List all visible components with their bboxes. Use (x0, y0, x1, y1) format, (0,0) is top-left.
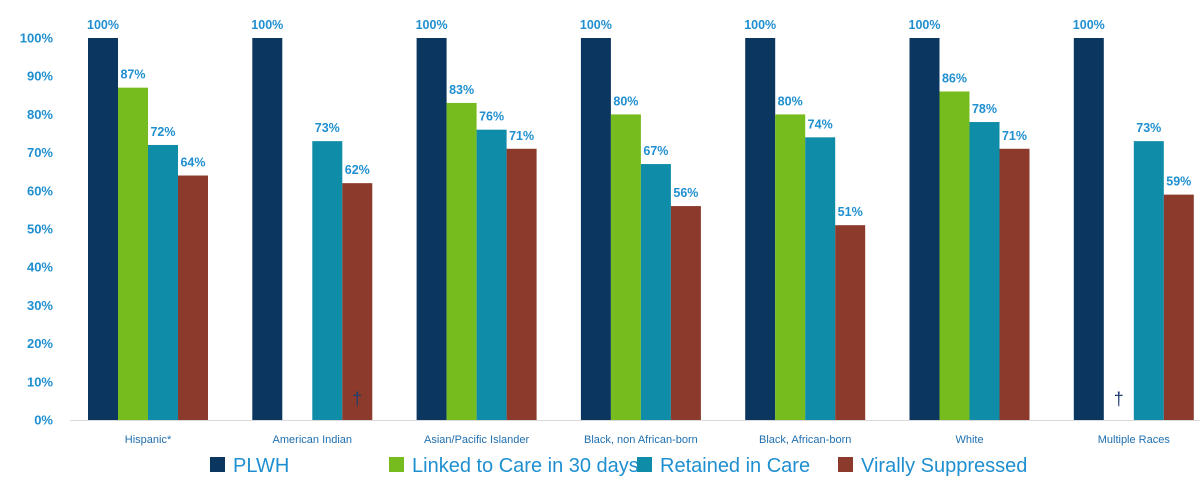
data-label: 100% (251, 18, 283, 32)
data-label: 62% (345, 163, 370, 177)
data-label: 100% (1073, 18, 1105, 32)
data-labels: 100% 87% 72% 64% 100% 73% 62% 100% 83% 76% 71% 100%… (87, 18, 1191, 409)
data-label: 74% (808, 117, 833, 131)
x-tick-label: Black, African-born (759, 434, 851, 446)
data-label: 100% (87, 18, 119, 32)
data-label: 76% (479, 110, 504, 124)
bar (939, 91, 970, 420)
y-tick-label: 80% (27, 107, 53, 122)
y-tick-label: 20% (27, 336, 53, 351)
data-label: 83% (449, 83, 474, 97)
x-axis: Hispanic* American Indian Asian/Pacific Is… (70, 420, 1200, 446)
bars (88, 38, 1194, 421)
x-tick-label: American Indian (273, 434, 353, 446)
y-tick-label: 0% (34, 413, 53, 428)
bar (580, 38, 611, 420)
x-tick-label: Asian/Pacific Islander (424, 434, 529, 446)
bar (476, 129, 507, 420)
bar (118, 87, 148, 420)
y-tick-label: 60% (27, 183, 53, 198)
bar (670, 206, 701, 420)
bar (1133, 141, 1164, 420)
x-tick-label: White (955, 434, 983, 446)
bar (610, 114, 641, 421)
bar (1163, 194, 1194, 420)
data-label: 51% (838, 205, 863, 219)
bar (148, 144, 178, 420)
data-label: 100% (416, 18, 448, 32)
data-label: 80% (613, 94, 638, 108)
legend-swatch (389, 457, 404, 472)
x-tick-label: Black, non African-born (584, 434, 698, 446)
bar (178, 175, 208, 420)
bar (969, 122, 1000, 420)
bar (745, 38, 776, 420)
bar (805, 137, 836, 420)
bar (416, 38, 447, 420)
y-tick-label: 10% (27, 374, 53, 389)
bar (775, 114, 806, 421)
x-tick-label: Multiple Races (1098, 434, 1171, 446)
bar (835, 225, 866, 420)
legend-swatch (637, 457, 652, 472)
data-label: 71% (1002, 129, 1027, 143)
bar (342, 183, 373, 420)
bar (506, 148, 537, 420)
y-tick-label: 70% (27, 145, 53, 160)
data-label: 56% (673, 186, 698, 200)
data-label: 72% (150, 125, 175, 139)
data-label: 59% (1166, 175, 1191, 189)
legend: PLWH Linked to Care in 30 days Retained in… (210, 455, 1027, 477)
data-label: 73% (1136, 121, 1161, 135)
y-tick-label: 100% (20, 31, 54, 46)
data-label: 100% (909, 18, 941, 32)
legend-label: Virally Suppressed (861, 455, 1027, 477)
x-tick-label: Hispanic* (125, 434, 172, 446)
y-tick-label: 90% (27, 69, 53, 84)
suppressed-dagger-annotation: † (1114, 389, 1124, 409)
data-label: 73% (315, 121, 340, 135)
bar (999, 148, 1030, 420)
data-label: 80% (778, 94, 803, 108)
bar (252, 38, 283, 420)
data-label: 64% (180, 156, 205, 170)
data-label: 86% (942, 71, 967, 85)
y-tick-label: 30% (27, 298, 53, 313)
bar (909, 38, 940, 420)
legend-label: Linked to Care in 30 days (412, 455, 639, 477)
legend-label: Retained in Care (660, 455, 810, 477)
bar (640, 164, 671, 420)
y-tick-label: 50% (27, 222, 53, 237)
data-label: 87% (120, 68, 145, 82)
y-tick-label: 40% (27, 260, 53, 275)
y-axis: 0% 10% 20% 30% 40% 50% 60% 70% 80% 90% 100% (20, 31, 54, 428)
bar (88, 38, 118, 420)
suppressed-dagger-annotation: † (352, 389, 362, 409)
data-label: 100% (580, 18, 612, 32)
legend-label: PLWH (233, 455, 289, 477)
bar (312, 141, 343, 420)
legend-swatch (838, 457, 853, 472)
legend-swatch (210, 457, 225, 472)
data-label: 78% (972, 102, 997, 116)
bar (1073, 38, 1104, 420)
data-label: 71% (509, 129, 534, 143)
bar (446, 102, 477, 420)
data-label: 100% (744, 18, 776, 32)
data-label: 67% (643, 144, 668, 158)
